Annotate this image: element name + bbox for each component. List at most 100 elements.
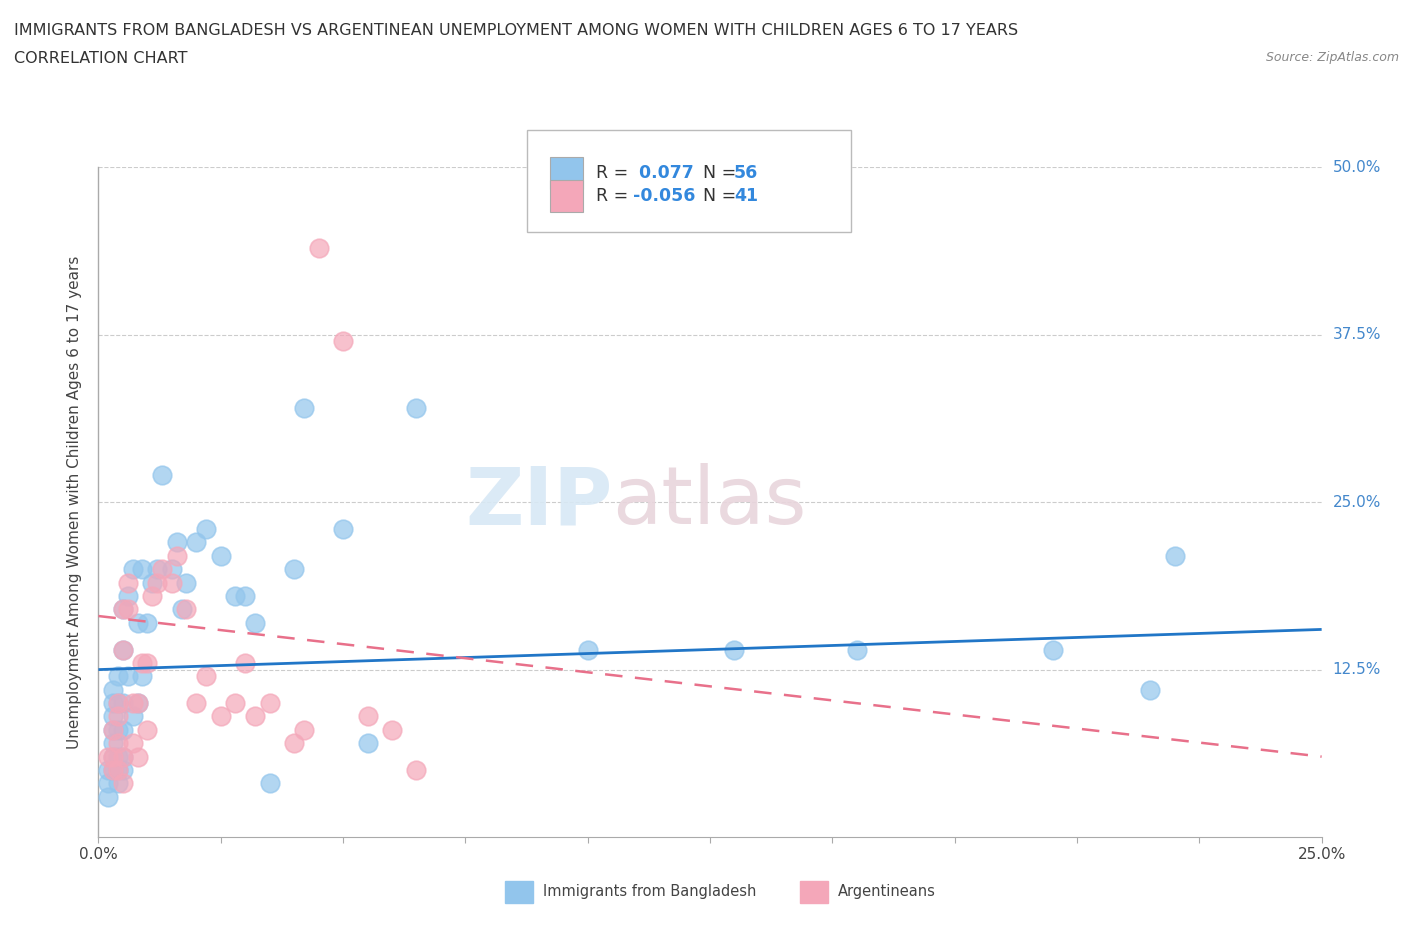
Text: Argentineans: Argentineans: [838, 884, 936, 899]
Point: [283, 736, 305, 751]
Point: [111, 642, 134, 657]
Text: -0.056: -0.056: [633, 187, 695, 206]
Point: [111, 642, 134, 657]
Point: [292, 723, 315, 737]
Point: [150, 468, 173, 483]
Text: atlas: atlas: [612, 463, 807, 541]
Point: [107, 696, 129, 711]
Point: [141, 589, 163, 604]
Point: [186, 696, 208, 711]
Point: [101, 763, 124, 777]
Text: R =: R =: [596, 164, 634, 182]
Point: [107, 776, 129, 790]
Text: N =: N =: [692, 164, 741, 182]
Point: [150, 562, 173, 577]
Point: [845, 642, 868, 657]
Point: [170, 602, 193, 617]
Point: [356, 736, 378, 751]
Point: [166, 535, 188, 550]
Point: [101, 763, 124, 777]
Text: R =: R =: [596, 187, 634, 206]
Y-axis label: Unemployment Among Women with Children Ages 6 to 17 years: Unemployment Among Women with Children A…: [67, 256, 83, 749]
Point: [117, 602, 139, 617]
Point: [101, 736, 124, 751]
Text: CORRELATION CHART: CORRELATION CHART: [14, 51, 187, 66]
Point: [107, 763, 129, 777]
Point: [1164, 549, 1187, 564]
Point: [101, 750, 124, 764]
Point: [146, 562, 169, 577]
Text: Source: ZipAtlas.com: Source: ZipAtlas.com: [1265, 51, 1399, 64]
Point: [107, 723, 129, 737]
Point: [127, 750, 149, 764]
Point: [111, 750, 134, 764]
Point: [97, 750, 120, 764]
Point: [292, 401, 315, 416]
Text: 37.5%: 37.5%: [1333, 327, 1381, 342]
Point: [195, 669, 218, 684]
Point: [136, 656, 159, 671]
Point: [97, 790, 120, 804]
Point: [117, 669, 139, 684]
Point: [332, 522, 354, 537]
Point: [101, 696, 124, 711]
Point: [117, 575, 139, 590]
Text: 25.0%: 25.0%: [1333, 495, 1381, 510]
Point: [723, 642, 745, 657]
Point: [131, 562, 153, 577]
Text: Immigrants from Bangladesh: Immigrants from Bangladesh: [543, 884, 756, 899]
Point: [160, 562, 183, 577]
Point: [195, 522, 218, 537]
Point: [121, 562, 143, 577]
Point: [101, 723, 124, 737]
Point: [186, 535, 208, 550]
Point: [107, 763, 129, 777]
Point: [243, 616, 266, 631]
Point: [111, 696, 134, 711]
Point: [283, 562, 305, 577]
Point: [160, 575, 183, 590]
Point: [107, 750, 129, 764]
Point: [259, 776, 281, 790]
Point: [136, 616, 159, 631]
Point: [127, 616, 149, 631]
Point: [356, 709, 378, 724]
Point: [166, 549, 188, 564]
Point: [176, 602, 198, 617]
Point: [111, 763, 134, 777]
Point: [308, 240, 330, 255]
Point: [136, 723, 159, 737]
Point: [117, 589, 139, 604]
Point: [131, 656, 153, 671]
Point: [576, 642, 599, 657]
Point: [176, 575, 198, 590]
Point: [1139, 683, 1161, 698]
Point: [97, 763, 120, 777]
Point: [107, 669, 129, 684]
Point: [381, 723, 404, 737]
Text: 56: 56: [734, 164, 758, 182]
Point: [209, 549, 232, 564]
Point: [209, 709, 232, 724]
Point: [233, 656, 256, 671]
Point: [127, 696, 149, 711]
Point: [224, 589, 246, 604]
Text: 12.5%: 12.5%: [1333, 662, 1381, 677]
Point: [405, 401, 427, 416]
Point: [1042, 642, 1064, 657]
Text: 50.0%: 50.0%: [1333, 160, 1381, 175]
Point: [111, 602, 134, 617]
Point: [146, 575, 169, 590]
Point: [111, 602, 134, 617]
Point: [233, 589, 256, 604]
Point: [332, 334, 354, 349]
Point: [101, 750, 124, 764]
Point: [107, 696, 129, 711]
Text: 0.077: 0.077: [633, 164, 693, 182]
Point: [259, 696, 281, 711]
Point: [97, 776, 120, 790]
Text: ZIP: ZIP: [465, 463, 612, 541]
Point: [243, 709, 266, 724]
Point: [131, 669, 153, 684]
Point: [107, 736, 129, 751]
